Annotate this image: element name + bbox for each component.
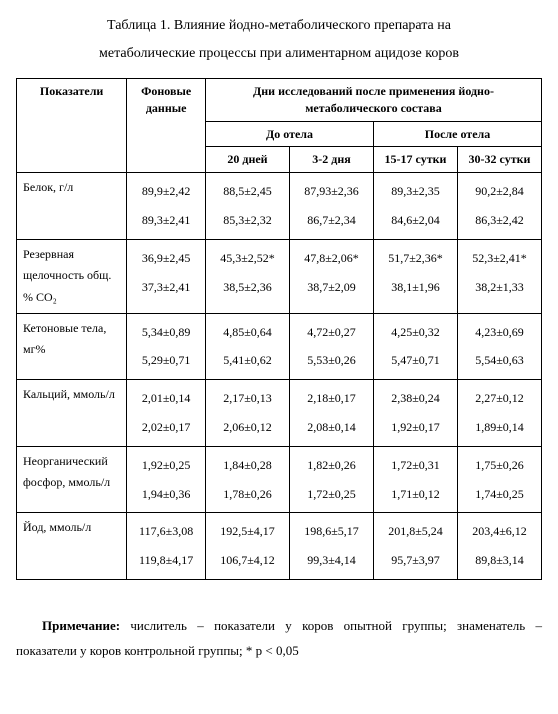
value-cell: 2,01±0,14 2,02±0,17 (127, 380, 206, 447)
value-cell: 87,93±2,36 86,7±2,34 (290, 173, 374, 240)
value-cell: 2,38±0,24 1,92±0,17 (374, 380, 458, 447)
col-indicators: Показатели (17, 79, 127, 173)
table-row: Белок, г/л89,9±2,42 89,3±2,4188,5±2,45 8… (17, 173, 542, 240)
value-cell: 5,34±0,89 5,29±0,71 (127, 313, 206, 380)
value-cell: 36,9±2,45 37,3±2,41 (127, 239, 206, 313)
value-cell: 47,8±2,06* 38,7±2,09 (290, 239, 374, 313)
title-line-1: Таблица 1. Влияние йодно-метаболического… (107, 18, 451, 33)
title-line-2: метаболические процессы при алиментарном… (99, 46, 459, 61)
value-cell: 1,92±0,25 1,94±0,36 (127, 446, 206, 513)
value-cell: 45,3±2,52* 38,5±2,36 (206, 239, 290, 313)
value-cell: 1,84±0,28 1,78±0,26 (206, 446, 290, 513)
value-cell: 89,9±2,42 89,3±2,41 (127, 173, 206, 240)
param-cell: Резервная щелочность общ. % СО₂ (17, 239, 127, 313)
table-body: Белок, г/л89,9±2,42 89,3±2,4188,5±2,45 8… (17, 173, 542, 580)
value-cell: 117,6±3,08 119,8±4,17 (127, 513, 206, 580)
col-d20: 20 дней (206, 147, 290, 173)
value-cell: 2,27±0,12 1,89±0,14 (458, 380, 542, 447)
value-cell: 201,8±5,24 95,7±3,97 (374, 513, 458, 580)
table-title: Таблица 1. Влияние йодно-метаболического… (16, 12, 542, 68)
table-row: Кетоновые тела, мг%5,34±0,89 5,29±0,714,… (17, 313, 542, 380)
footnote-bold: Примечание: (42, 618, 120, 633)
value-cell: 1,82±0,26 1,72±0,25 (290, 446, 374, 513)
value-cell: 89,3±2,35 84,6±2,04 (374, 173, 458, 240)
param-cell: Йод, ммоль/л (17, 513, 127, 580)
data-table: Показатели Фоновые данные Дни исследован… (16, 78, 542, 580)
value-cell: 1,75±0,26 1,74±0,25 (458, 446, 542, 513)
value-cell: 88,5±2,45 85,3±2,32 (206, 173, 290, 240)
table-row: Кальций, ммоль/л2,01±0,14 2,02±0,172,17±… (17, 380, 542, 447)
col-d30-32: 30-32 сутки (458, 147, 542, 173)
col-days-after: Дни исследований после применения йодно-… (206, 79, 542, 122)
value-cell: 51,7±2,36* 38,1±1,96 (374, 239, 458, 313)
value-cell: 2,17±0,13 2,06±0,12 (206, 380, 290, 447)
value-cell: 192,5±4,17 106,7±4,12 (206, 513, 290, 580)
value-cell: 52,3±2,41* 38,2±1,33 (458, 239, 542, 313)
param-cell: Кальций, ммоль/л (17, 380, 127, 447)
value-cell: 4,25±0,32 5,47±0,71 (374, 313, 458, 380)
value-cell: 90,2±2,84 86,3±2,42 (458, 173, 542, 240)
footnote: Примечание: числитель – показатели у кор… (16, 614, 542, 663)
col-d3-2: 3-2 дня (290, 147, 374, 173)
table-row: Йод, ммоль/л117,6±3,08 119,8±4,17192,5±4… (17, 513, 542, 580)
col-baseline: Фоновые данные (127, 79, 206, 173)
col-d15-17: 15-17 сутки (374, 147, 458, 173)
param-cell: Кетоновые тела, мг% (17, 313, 127, 380)
col-before-calving: До отела (206, 121, 374, 147)
value-cell: 4,85±0,64 5,41±0,62 (206, 313, 290, 380)
value-cell: 1,72±0,31 1,71±0,12 (374, 446, 458, 513)
param-cell: Белок, г/л (17, 173, 127, 240)
table-row: Неорганический фосфор, ммоль/л1,92±0,25 … (17, 446, 542, 513)
value-cell: 2,18±0,17 2,08±0,14 (290, 380, 374, 447)
value-cell: 4,23±0,69 5,54±0,63 (458, 313, 542, 380)
value-cell: 4,72±0,27 5,53±0,26 (290, 313, 374, 380)
col-after-calving: После отела (374, 121, 542, 147)
value-cell: 198,6±5,17 99,3±4,14 (290, 513, 374, 580)
value-cell: 203,4±6,12 89,8±3,14 (458, 513, 542, 580)
param-cell: Неорганический фосфор, ммоль/л (17, 446, 127, 513)
table-row: Резервная щелочность общ. % СО₂36,9±2,45… (17, 239, 542, 313)
